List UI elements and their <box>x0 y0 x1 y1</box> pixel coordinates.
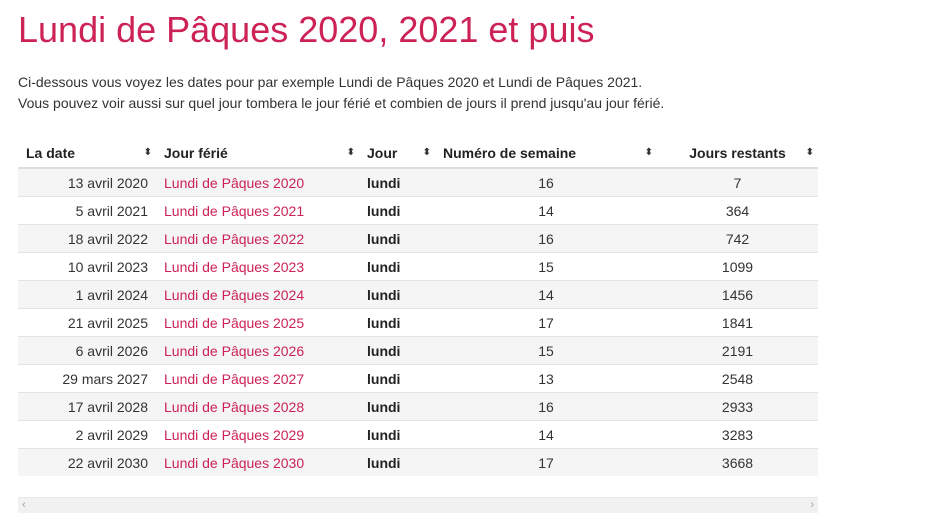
cell-remaining: 2191 <box>657 336 818 365</box>
sort-icon[interactable]: ⬍ <box>805 147 814 158</box>
column-header-holiday[interactable]: Jour férié ⬍ <box>156 139 359 169</box>
scroll-left-icon[interactable]: ‹ <box>22 499 26 511</box>
cell-date: 29 mars 2027 <box>18 364 156 393</box>
cell-week: 16 <box>435 392 657 421</box>
cell-day: lundi <box>359 364 435 393</box>
cell-remaining: 2548 <box>657 364 818 393</box>
cell-week: 14 <box>435 420 657 449</box>
cell-day: lundi <box>359 308 435 337</box>
cell-week: 17 <box>435 308 657 337</box>
cell-date: 22 avril 2030 <box>18 448 156 476</box>
table-header-row: La date ⬍ Jour férié ⬍ Jour ⬍ Numéro de … <box>18 139 818 169</box>
table-row: 17 avril 2028 Lundi de Pâques 2028 lundi… <box>18 392 818 421</box>
table-row: 5 avril 2021 Lundi de Pâques 2021 lundi … <box>18 196 818 225</box>
cell-remaining: 1456 <box>657 280 818 309</box>
cell-day: lundi <box>359 392 435 421</box>
cell-date: 13 avril 2020 <box>18 167 156 197</box>
holiday-link[interactable]: Lundi de Pâques 2024 <box>156 280 359 309</box>
table-row: 2 avril 2029 Lundi de Pâques 2029 lundi … <box>18 420 818 449</box>
cell-date: 17 avril 2028 <box>18 392 156 421</box>
column-header-week[interactable]: Numéro de semaine ⬍ <box>435 139 657 169</box>
cell-day: lundi <box>359 224 435 253</box>
cell-remaining: 3668 <box>657 448 818 476</box>
table-row: 29 mars 2027 Lundi de Pâques 2027 lundi … <box>18 364 818 393</box>
column-header-remaining-label: Jours restants <box>689 145 786 161</box>
holiday-link[interactable]: Lundi de Pâques 2029 <box>156 420 359 449</box>
holiday-table: La date ⬍ Jour férié ⬍ Jour ⬍ Numéro de … <box>18 139 818 476</box>
holiday-link[interactable]: Lundi de Pâques 2020 <box>156 167 359 197</box>
cell-week: 15 <box>435 336 657 365</box>
table-row: 18 avril 2022 Lundi de Pâques 2022 lundi… <box>18 224 818 253</box>
intro-line-1: Ci-dessous vous voyez les dates pour par… <box>18 74 643 90</box>
intro-line-2: Vous pouvez voir aussi sur quel jour tom… <box>18 95 665 111</box>
cell-day: lundi <box>359 280 435 309</box>
cell-remaining: 3283 <box>657 420 818 449</box>
holiday-link[interactable]: Lundi de Pâques 2023 <box>156 252 359 281</box>
cell-date: 6 avril 2026 <box>18 336 156 365</box>
sort-icon[interactable]: ⬍ <box>422 147 431 158</box>
table-row: 1 avril 2024 Lundi de Pâques 2024 lundi … <box>18 280 818 309</box>
holiday-table-container: La date ⬍ Jour férié ⬍ Jour ⬍ Numéro de … <box>18 139 818 476</box>
column-header-date[interactable]: La date ⬍ <box>18 139 156 169</box>
table-row: 10 avril 2023 Lundi de Pâques 2023 lundi… <box>18 252 818 281</box>
table-body: 13 avril 2020 Lundi de Pâques 2020 lundi… <box>18 167 818 476</box>
cell-day: lundi <box>359 196 435 225</box>
scroll-right-icon[interactable]: › <box>810 499 814 511</box>
holiday-link[interactable]: Lundi de Pâques 2028 <box>156 392 359 421</box>
holiday-link[interactable]: Lundi de Pâques 2025 <box>156 308 359 337</box>
cell-remaining: 2933 <box>657 392 818 421</box>
sort-icon[interactable]: ⬍ <box>143 147 152 158</box>
holiday-link[interactable]: Lundi de Pâques 2022 <box>156 224 359 253</box>
holiday-link[interactable]: Lundi de Pâques 2021 <box>156 196 359 225</box>
table-row: 6 avril 2026 Lundi de Pâques 2026 lundi … <box>18 336 818 365</box>
column-header-week-label: Numéro de semaine <box>443 145 577 161</box>
cell-remaining: 1099 <box>657 252 818 281</box>
intro-text: Ci-dessous vous voyez les dates pour par… <box>18 72 664 114</box>
cell-week: 17 <box>435 448 657 476</box>
table-row: 21 avril 2025 Lundi de Pâques 2025 lundi… <box>18 308 818 337</box>
holiday-link[interactable]: Lundi de Pâques 2027 <box>156 364 359 393</box>
sort-icon[interactable]: ⬍ <box>346 147 355 158</box>
column-header-day[interactable]: Jour ⬍ <box>359 139 435 169</box>
cell-date: 2 avril 2029 <box>18 420 156 449</box>
cell-remaining: 742 <box>657 224 818 253</box>
column-header-holiday-label: Jour férié <box>164 145 228 161</box>
cell-week: 15 <box>435 252 657 281</box>
cell-week: 16 <box>435 167 657 197</box>
column-header-date-label: La date <box>26 145 76 161</box>
cell-remaining: 364 <box>657 196 818 225</box>
holiday-link[interactable]: Lundi de Pâques 2030 <box>156 448 359 476</box>
cell-day: lundi <box>359 420 435 449</box>
cell-date: 1 avril 2024 <box>18 280 156 309</box>
page-title: Lundi de Pâques 2020, 2021 et puis <box>18 9 595 50</box>
table-row: 22 avril 2030 Lundi de Pâques 2030 lundi… <box>18 448 818 476</box>
cell-week: 14 <box>435 196 657 225</box>
cell-remaining: 7 <box>657 167 818 197</box>
cell-date: 5 avril 2021 <box>18 196 156 225</box>
holiday-link[interactable]: Lundi de Pâques 2026 <box>156 336 359 365</box>
cell-day: lundi <box>359 252 435 281</box>
cell-day: lundi <box>359 167 435 197</box>
cell-remaining: 1841 <box>657 308 818 337</box>
cell-day: lundi <box>359 448 435 476</box>
cell-week: 14 <box>435 280 657 309</box>
sort-icon[interactable]: ⬍ <box>644 147 653 158</box>
column-header-remaining[interactable]: Jours restants ⬍ <box>657 139 818 169</box>
horizontal-scrollbar[interactable]: ‹ › <box>18 497 818 513</box>
column-header-day-label: Jour <box>367 145 398 161</box>
cell-week: 16 <box>435 224 657 253</box>
cell-day: lundi <box>359 336 435 365</box>
cell-week: 13 <box>435 364 657 393</box>
cell-date: 21 avril 2025 <box>18 308 156 337</box>
cell-date: 10 avril 2023 <box>18 252 156 281</box>
cell-date: 18 avril 2022 <box>18 224 156 253</box>
table-row: 13 avril 2020 Lundi de Pâques 2020 lundi… <box>18 167 818 197</box>
